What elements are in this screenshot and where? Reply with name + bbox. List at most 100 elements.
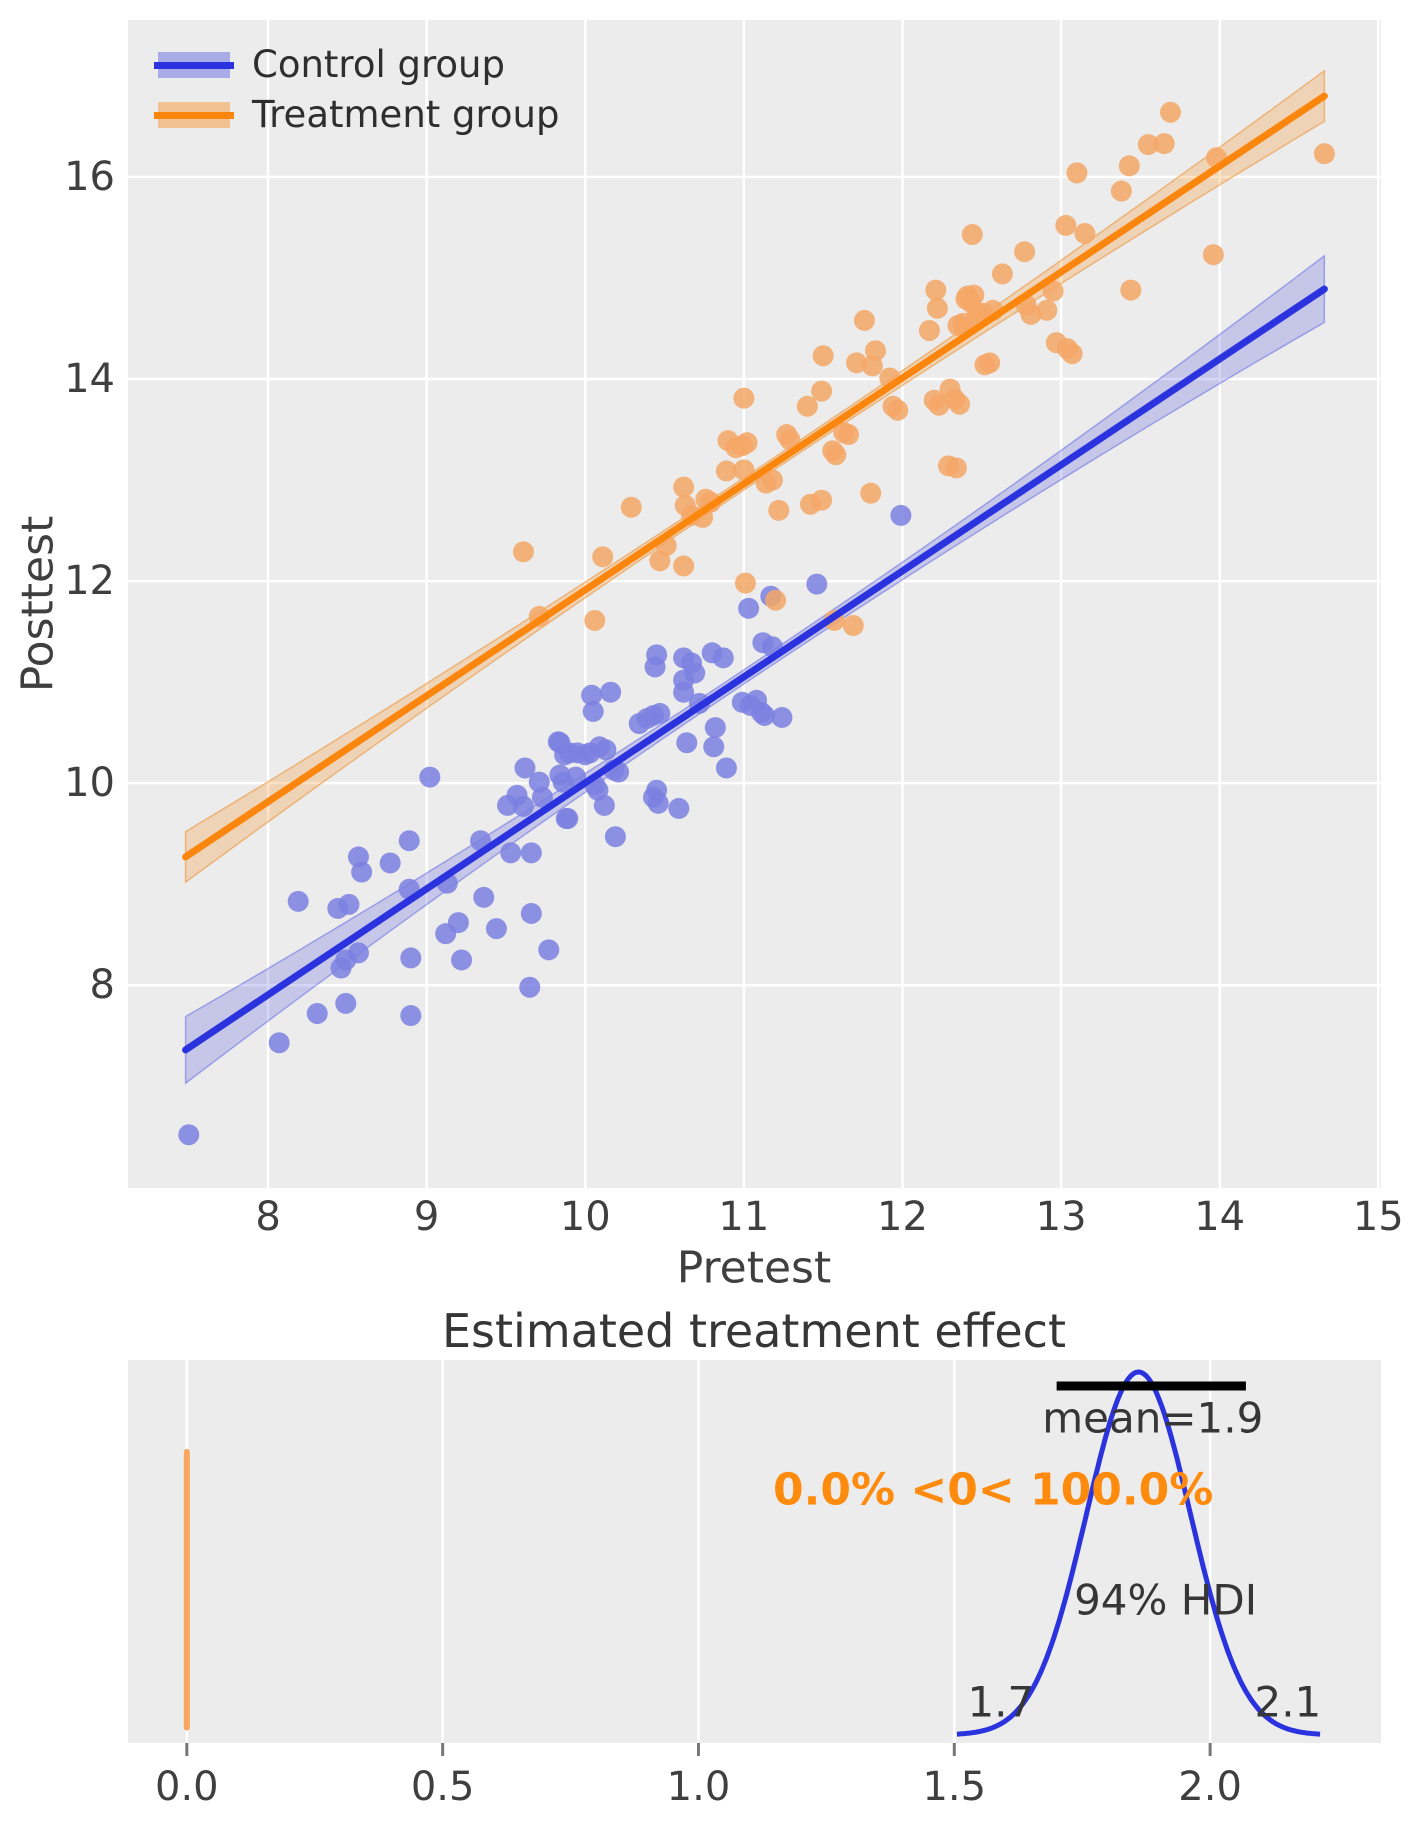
treatment-data-point: [736, 432, 758, 454]
control-data-point: [268, 1032, 290, 1054]
control-data-point: [604, 826, 626, 848]
treatment-data-point: [779, 429, 801, 451]
treatment-data-point: [928, 394, 950, 416]
x-tick-label: 13: [1035, 1194, 1087, 1240]
treatment-regression-line: [182, 92, 1328, 861]
control-data-point: [500, 842, 522, 864]
posterior-density-curve: [956, 1369, 1321, 1737]
treatment-data-point: [620, 496, 642, 518]
control-data-point: [512, 795, 534, 817]
treatment-data-point: [925, 279, 947, 301]
control-data-point: [447, 912, 469, 934]
treatment-data-point: [761, 469, 783, 491]
control-data-point: [347, 942, 369, 964]
control-data-point: [485, 918, 507, 940]
control-data-point: [398, 830, 420, 852]
treatment-data-point: [1313, 143, 1335, 165]
legend-item-treatment[interactable]: Treatment group: [154, 90, 560, 140]
treatment-data-point: [1042, 280, 1064, 302]
control-data-point: [419, 766, 441, 788]
treatment-data-point: [768, 499, 790, 521]
control-data-point: [806, 573, 828, 595]
treatment-data-point: [945, 457, 967, 479]
legend-label-treatment: Treatment group: [252, 93, 560, 136]
control-data-point: [595, 739, 617, 761]
x-tick-label: 10: [559, 1194, 611, 1240]
legend: Control group Treatment group: [154, 40, 560, 140]
control-data-point: [514, 757, 536, 779]
legend-item-control[interactable]: Control group: [154, 40, 560, 90]
control-data-point: [178, 1124, 200, 1146]
treatment-data-point: [845, 352, 867, 374]
control-data-point: [600, 681, 622, 703]
control-data-point: [753, 704, 775, 726]
control-data-point: [531, 786, 553, 808]
bottom-x-tick-label: 0.5: [410, 1764, 475, 1810]
treatment-data-point: [811, 380, 833, 402]
control-data-point: [644, 656, 666, 678]
treatment-data-point: [1110, 180, 1132, 202]
control-data-point: [519, 976, 541, 998]
control-data-point: [771, 706, 793, 728]
legend-label-control: Control group: [252, 43, 505, 86]
treatment-data-point: [991, 263, 1013, 285]
control-data-point: [520, 902, 542, 924]
control-data-point: [676, 732, 698, 754]
treatment-data-point: [974, 354, 996, 376]
y-tick-label: 10: [64, 760, 115, 807]
treatment-data-point: [1153, 133, 1175, 155]
control-data-point: [400, 1005, 422, 1027]
control-data-point: [715, 757, 737, 779]
treatment-data-point: [512, 541, 534, 563]
control-data-point: [582, 700, 604, 722]
treatment-data-point: [1036, 299, 1058, 321]
treatment-data-point: [765, 589, 787, 611]
treatment-data-point: [733, 387, 755, 409]
posterior-panel: [128, 1360, 1381, 1743]
x-tick-label: 14: [1194, 1194, 1246, 1240]
bottom-plot-title: Estimated treatment effect: [441, 1304, 1067, 1358]
hdi-lower-value: 1.7: [967, 1677, 1035, 1727]
control-line-icon: [154, 61, 234, 69]
control-data-point: [712, 647, 734, 669]
control-data-point: [379, 852, 401, 874]
control-regression-line: [182, 285, 1328, 1054]
treatment-data-point: [592, 546, 614, 568]
control-data-point: [347, 846, 369, 868]
treatment-data-point: [1118, 155, 1140, 177]
control-data-point: [473, 886, 495, 908]
treatment-data-point: [1137, 134, 1159, 156]
hdi-label: 94% HDI: [1074, 1575, 1258, 1625]
treatment-data-point: [1120, 279, 1142, 301]
treatment-data-point: [842, 615, 864, 637]
treatment-data-point: [838, 424, 860, 446]
treatment-data-point: [860, 482, 882, 504]
control-data-point: [890, 504, 912, 526]
treatment-data-point: [926, 297, 948, 319]
y-tick-label: 14: [64, 355, 115, 402]
treatment-line-icon: [154, 111, 234, 119]
y-tick-label: 12: [64, 558, 115, 605]
x-axis-label: Pretest: [676, 1242, 832, 1294]
treatment-data-point: [796, 395, 818, 417]
treatment-data-point: [811, 489, 833, 511]
treatment-data-point: [1074, 222, 1096, 244]
bottom-x-tick-label: 2.0: [1178, 1764, 1242, 1810]
bottom-axis-tick-marks: [185, 1743, 1212, 1756]
bottom-gridlines: [185, 1360, 1212, 1743]
treatment-data-point: [865, 340, 887, 362]
treatment-data-point: [1202, 244, 1224, 266]
control-data-point: [520, 842, 542, 864]
treatment-data-point: [733, 459, 755, 481]
treatment-data-point: [812, 345, 834, 367]
treatment-data-point: [825, 444, 847, 466]
bottom-x-tick-label: 0.0: [155, 1764, 219, 1810]
control-data-point: [581, 684, 603, 706]
treatment-data-point: [966, 301, 988, 323]
y-tick-label: 8: [89, 962, 115, 1009]
x-tick-label: 15: [1352, 1194, 1404, 1240]
treatment-data-point: [918, 319, 940, 341]
treatment-legend-swatch: [154, 102, 234, 128]
x-tick-label: 11: [718, 1194, 770, 1240]
